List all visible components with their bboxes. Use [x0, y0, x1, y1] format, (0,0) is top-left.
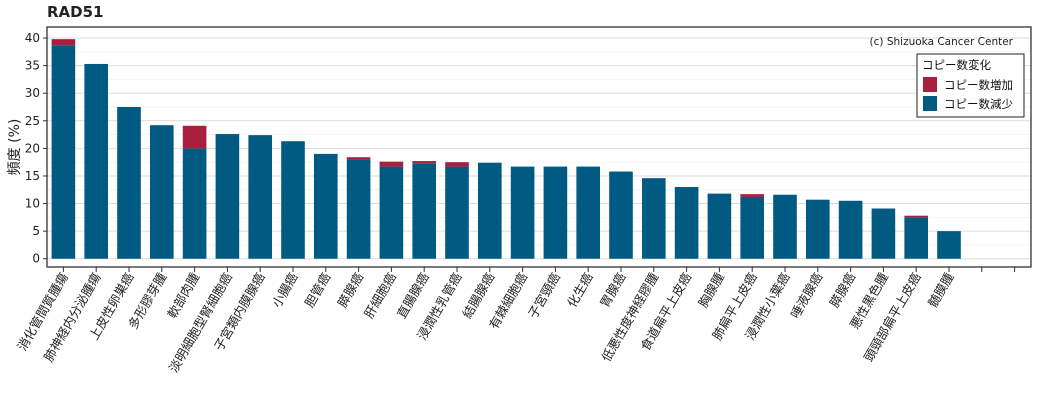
bar-copy-loss	[576, 166, 601, 259]
bar-copy-gain	[379, 161, 404, 167]
bar-copy-loss	[707, 193, 732, 259]
x-tick-label: 胆管癌	[302, 270, 334, 310]
bar-copy-loss	[412, 163, 437, 259]
bar-copy-loss	[379, 166, 404, 259]
bar-copy-loss	[740, 196, 765, 259]
bar-copy-loss	[871, 208, 896, 259]
y-tick-label: 15	[25, 169, 40, 183]
bar-copy-loss	[805, 199, 830, 259]
grid-lines	[47, 37, 1031, 260]
y-axis: 0 5 10 15 20 25 30 35 40	[25, 31, 47, 266]
x-tick-label: 唾液腺癌	[787, 270, 825, 321]
bar-copy-loss	[904, 217, 929, 259]
y-tick-label: 20	[25, 141, 40, 155]
x-axis: 消化管間質腫瘍肺神経内分泌腫瘍上皮性卵巣癌多形膠芽腫軟部肉腫淡明細胞型腎細胞癌子…	[14, 267, 1016, 375]
y-tick-label: 5	[32, 224, 40, 238]
y-tick-label: 30	[25, 86, 40, 100]
x-tick-label: 膵腺癌	[334, 270, 366, 310]
bar-copy-loss	[182, 148, 207, 259]
bar-copy-gain	[445, 162, 469, 167]
plot-frame	[46, 26, 1032, 268]
bar-copy-loss	[510, 166, 535, 259]
x-tick-label: 子宮頸癌	[525, 270, 563, 321]
legend-entry-label: コピー数増加	[944, 78, 1013, 92]
bar-copy-gain	[412, 161, 437, 164]
bars	[51, 39, 961, 259]
bar-copy-loss	[477, 162, 502, 259]
x-tick-label: 髄膜腫	[925, 270, 957, 310]
bar-copy-gain	[904, 215, 929, 218]
y-tick-label: 40	[25, 31, 40, 45]
x-tick-label: 化生癌	[564, 270, 596, 310]
bar-copy-loss	[215, 134, 240, 259]
bar-copy-loss	[84, 63, 109, 259]
y-tick-label: 35	[25, 59, 40, 73]
bar-copy-loss	[149, 125, 174, 259]
bar-copy-gain	[346, 157, 371, 160]
x-tick-label: 胸腺腫	[695, 270, 727, 310]
copyright-annotation: (c) Shizuoka Cancer Center	[870, 36, 1014, 48]
bar-copy-loss	[674, 187, 699, 259]
x-tick-label: 胃腺癌	[597, 270, 629, 310]
bar-copy-loss	[313, 153, 338, 259]
y-axis-label: 頻度 (%)	[7, 119, 23, 176]
bar-copy-gain	[740, 194, 765, 197]
x-tick-label: 小腸癌	[269, 270, 301, 310]
y-tick-label: 0	[32, 252, 40, 266]
bar-copy-loss	[445, 166, 469, 259]
bar-copy-gain	[182, 125, 207, 149]
bar-copy-loss	[51, 45, 76, 259]
bar-copy-loss	[248, 135, 273, 259]
bar-copy-loss	[609, 171, 633, 259]
bar-copy-gain	[51, 39, 76, 46]
y-tick-label: 25	[25, 114, 40, 128]
chart-title: RAD51	[47, 3, 104, 21]
x-tick-label: 膵腺癌	[826, 270, 858, 310]
legend-entry-label: コピー数減少	[944, 97, 1013, 111]
bar-copy-loss	[641, 178, 666, 259]
y-tick-label: 10	[25, 197, 40, 211]
bar-copy-loss	[346, 159, 371, 259]
bar-copy-loss	[281, 141, 305, 259]
bar-copy-loss	[117, 107, 141, 259]
legend-swatch	[923, 77, 937, 92]
bar-copy-loss	[937, 231, 961, 259]
legend-swatch	[923, 96, 937, 111]
bar-copy-loss	[773, 194, 797, 259]
bar-copy-loss	[838, 200, 863, 259]
legend-title: コピー数変化	[922, 58, 991, 72]
bar-copy-loss	[543, 166, 568, 259]
